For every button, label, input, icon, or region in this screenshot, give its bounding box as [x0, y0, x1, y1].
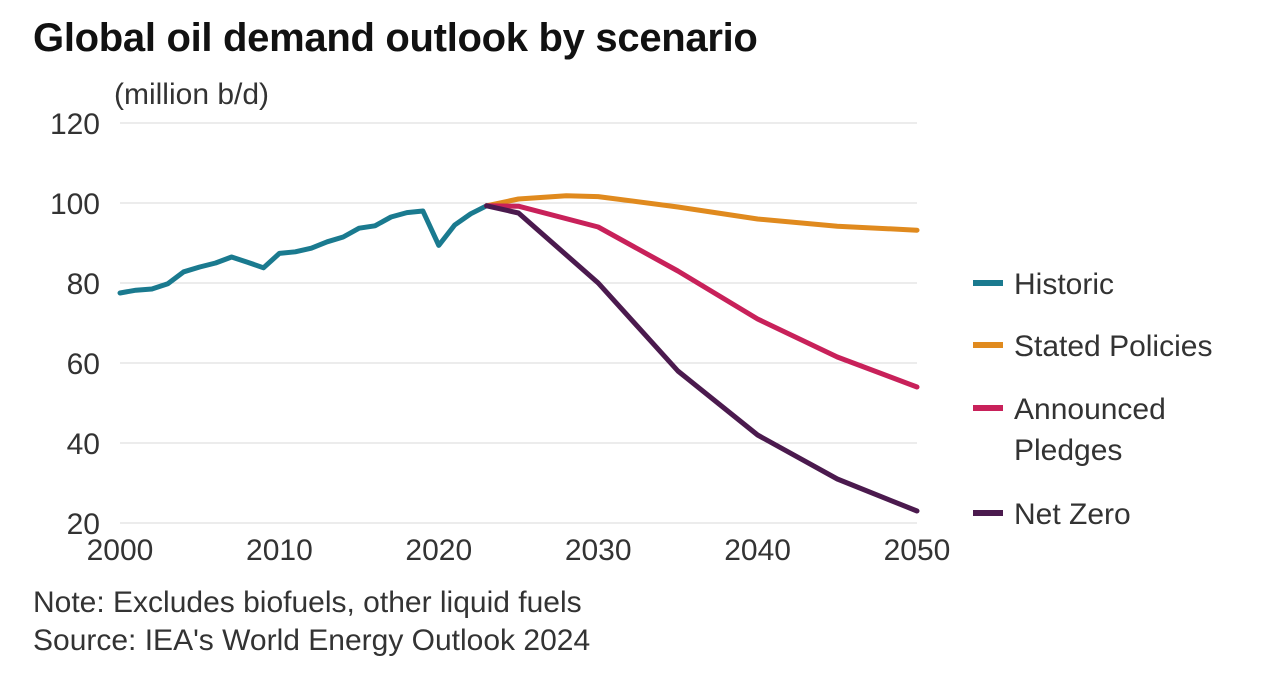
x-tick-label: 2050 — [884, 534, 951, 567]
x-tick-label: 2040 — [724, 534, 791, 567]
series-line-stated-policies — [484, 193, 920, 233]
x-tick-label: 2000 — [87, 534, 154, 567]
legend-label: Stated Policies — [1014, 330, 1212, 363]
chart-note: Note: Excludes biofuels, other liquid fu… — [33, 586, 582, 619]
series-line-announced-pledges — [484, 203, 920, 390]
series-line-historic — [117, 203, 490, 296]
series-line-net-zero — [484, 203, 920, 514]
legend: Historic Stated Policies Announced Pledges N… — [973, 268, 1212, 531]
chart-source: Source: IEA's World Energy Outlook 2024 — [33, 624, 591, 657]
legend-label: Historic — [1014, 268, 1114, 301]
y-axis-tick-labels: 20 40 60 80 100 120 — [50, 108, 100, 541]
legend-label: Net Zero — [1014, 498, 1131, 531]
y-axis-unit-label: (million b/d) — [114, 78, 269, 111]
legend-label: Pledges — [1014, 434, 1122, 467]
chart-title: Global oil demand outlook by scenario — [33, 16, 758, 60]
x-tick-label: 2010 — [246, 534, 313, 567]
y-tick-label: 80 — [67, 268, 100, 301]
x-axis-tick-labels: 2000 2010 2020 2030 2040 2050 — [87, 534, 951, 567]
x-tick-label: 2030 — [565, 534, 632, 567]
y-tick-label: 20 — [67, 508, 100, 541]
x-tick-label: 2020 — [405, 534, 472, 567]
y-tick-label: 120 — [50, 108, 100, 141]
y-tick-label: 100 — [50, 188, 100, 221]
y-tick-label: 40 — [67, 428, 100, 461]
series-lines — [117, 193, 920, 514]
legend-label: Announced — [1014, 393, 1166, 426]
y-tick-label: 60 — [67, 348, 100, 381]
gridlines — [120, 122, 917, 524]
